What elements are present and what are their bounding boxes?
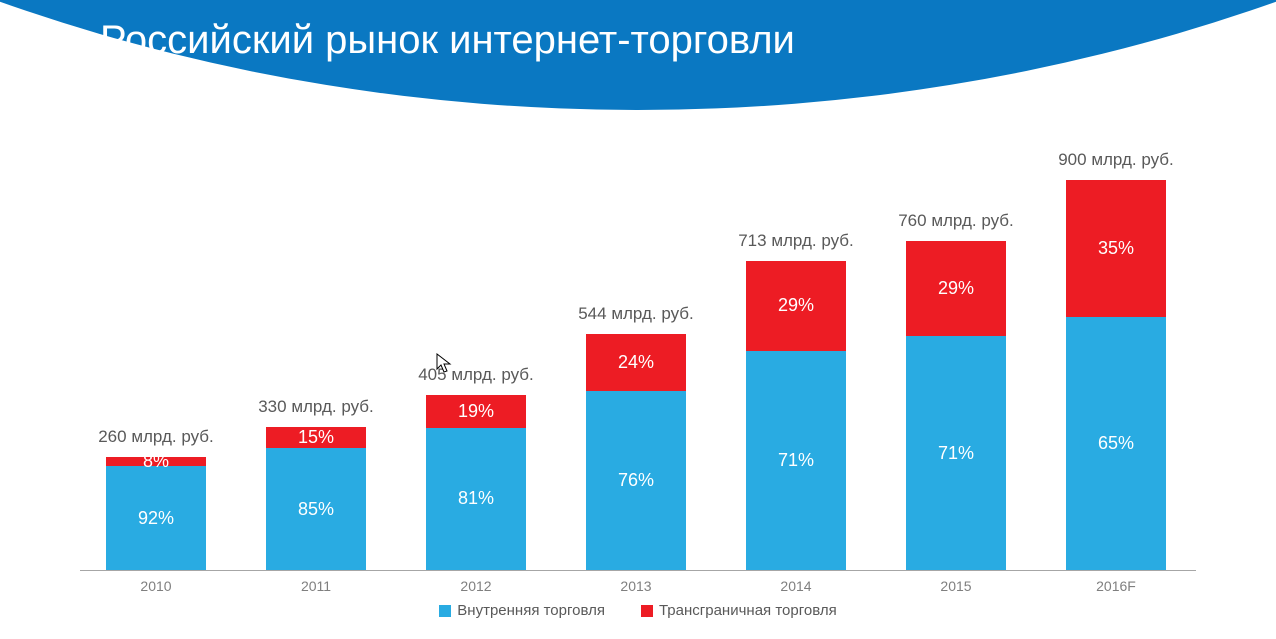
legend-label: Внутренняя торговля [457,602,605,619]
bar-slot: 405 млрд. руб.19%81% [426,395,526,571]
bar-slot: 330 млрд. руб.15%85% [266,427,366,570]
bar-total-label: 405 млрд. руб. [418,365,534,385]
bar-total-label: 760 млрд. руб. [898,211,1014,231]
chart-x-labels: 2010 2011 2012 2013 2014 2015 2016F [80,578,1196,598]
bar-segment-crossborder: 19% [426,395,526,428]
bar-slot: 760 млрд. руб.29%71% [906,241,1006,570]
bar-segment-crossborder: 35% [1066,180,1166,317]
slide-title: Российский рынок интернет-торговли [100,18,795,63]
legend-item: Внутренняя торговля [439,602,605,619]
bar-segment-crossborder: 29% [746,261,846,351]
x-axis-label: 2016F [1066,578,1166,594]
legend-item: Трансграничная торговля [641,602,837,619]
bar-segment-crossborder: 15% [266,427,366,448]
bar-segment-crossborder: 29% [906,241,1006,337]
x-axis-label: 2010 [106,578,206,594]
legend-label: Трансграничная торговля [659,602,837,619]
bar-stack: 29%71% [906,241,1006,570]
bar-stack: 8%92% [106,457,206,570]
bar-stack: 24%76% [586,334,686,570]
x-axis-label: 2013 [586,578,686,594]
x-axis-label: 2015 [906,578,1006,594]
x-axis-label: 2012 [426,578,526,594]
bar-slot: 260 млрд. руб.8%92% [106,457,206,570]
bar-segment-crossborder: 24% [586,334,686,391]
legend-swatch [439,605,451,617]
bar-total-label: 330 млрд. руб. [258,397,374,417]
bar-segment-domestic: 85% [266,448,366,570]
bar-segment-domestic: 71% [746,351,846,570]
bar-segment-domestic: 76% [586,391,686,570]
bar-slot: 544 млрд. руб.24%76% [586,334,686,570]
bar-stack: 29%71% [746,261,846,570]
chart-legend: Внутренняя торговля Трансграничная торгов… [80,602,1196,621]
bar-segment-domestic: 81% [426,428,526,570]
x-axis-label: 2011 [266,578,366,594]
bar-total-label: 900 млрд. руб. [1058,150,1174,170]
bar-stack: 19%81% [426,395,526,571]
bar-stack: 35%65% [1066,180,1166,570]
chart-plot: 260 млрд. руб.8%92%330 млрд. руб.15%85%4… [80,180,1196,571]
bar-slot: 900 млрд. руб.35%65% [1066,180,1166,570]
bar-segment-crossborder: 8% [106,457,206,466]
bar-total-label: 544 млрд. руб. [578,304,694,324]
legend-swatch [641,605,653,617]
bar-slot: 713 млрд. руб.29%71% [746,261,846,570]
bar-segment-domestic: 71% [906,336,1006,570]
bar-segment-domestic: 65% [1066,317,1166,571]
bar-total-label: 713 млрд. руб. [738,231,854,251]
chart-area: 260 млрд. руб.8%92%330 млрд. руб.15%85%4… [80,180,1196,599]
x-axis-label: 2014 [746,578,846,594]
bar-segment-domestic: 92% [106,466,206,570]
bar-stack: 15%85% [266,427,366,570]
bar-total-label: 260 млрд. руб. [98,427,214,447]
